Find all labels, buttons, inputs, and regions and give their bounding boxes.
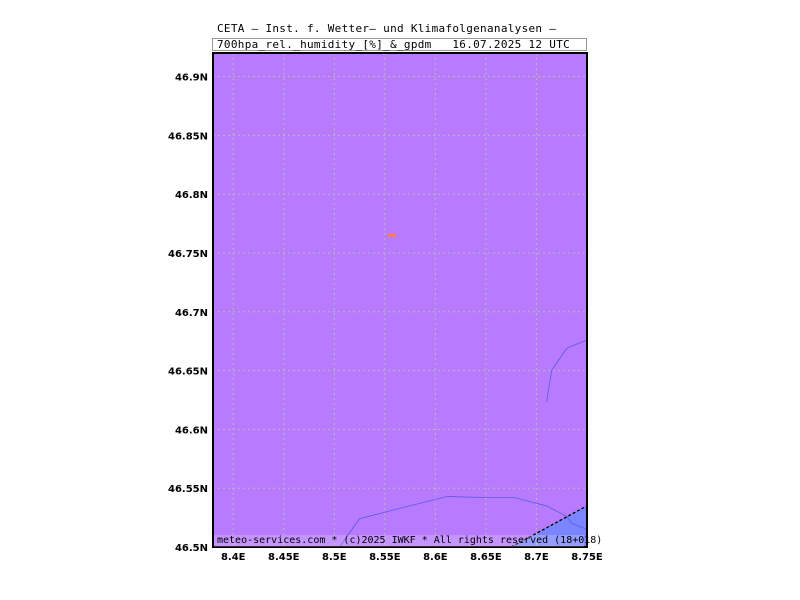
lon-tick-label: 8.6E [423, 552, 448, 563]
map-title: CETA — Inst. f. Wetter— und Klimafolgena… [217, 22, 557, 35]
humidity-field [213, 53, 587, 547]
lat-tick-label: 46.9N [175, 73, 208, 84]
lon-tick-label: 8.55E [369, 552, 401, 563]
longitude-labels: 8.4E 8.45E 8.5E 8.55E 8.6E 8.65E 8.7E 8.75E [221, 552, 603, 563]
copyright-footer: meteo-services.com * (c)2025 IWKF * All … [214, 535, 602, 547]
lon-tick-label: 8.7E [524, 552, 549, 563]
lat-tick-label: 46.6N [175, 425, 208, 436]
lat-tick-label: 46.7N [175, 308, 208, 319]
contour-line-east [546, 339, 588, 403]
lon-tick-label: 8.45E [268, 552, 300, 563]
lon-tick-label: 8.75E [571, 552, 603, 563]
lat-tick-label: 46.8N [175, 190, 208, 201]
border-line [510, 505, 588, 548]
lon-tick-label: 8.4E [221, 552, 246, 563]
latitude-labels: 46.9N 46.85N 46.8N 46.75N 46.7N 46.65N 46.6N 46… [168, 73, 208, 554]
lon-tick-label: 8.65E [470, 552, 502, 563]
lat-tick-label: 46.5N [175, 543, 208, 554]
map-subtitle: 700hpa_rel._humidity_[%]_&_gpdm 16.07.20… [217, 38, 571, 51]
lat-tick-label: 46.55N [168, 484, 208, 495]
lon-tick-label: 8.5E [322, 552, 347, 563]
lat-tick-label: 46.65N [168, 367, 208, 378]
location-marker [387, 233, 396, 237]
map-subtitle-box [212, 38, 587, 51]
contour-line-south [339, 496, 588, 548]
lat-tick-label: 46.85N [168, 131, 208, 142]
map-frame [212, 52, 588, 548]
lat-tick-label: 46.75N [168, 249, 208, 260]
